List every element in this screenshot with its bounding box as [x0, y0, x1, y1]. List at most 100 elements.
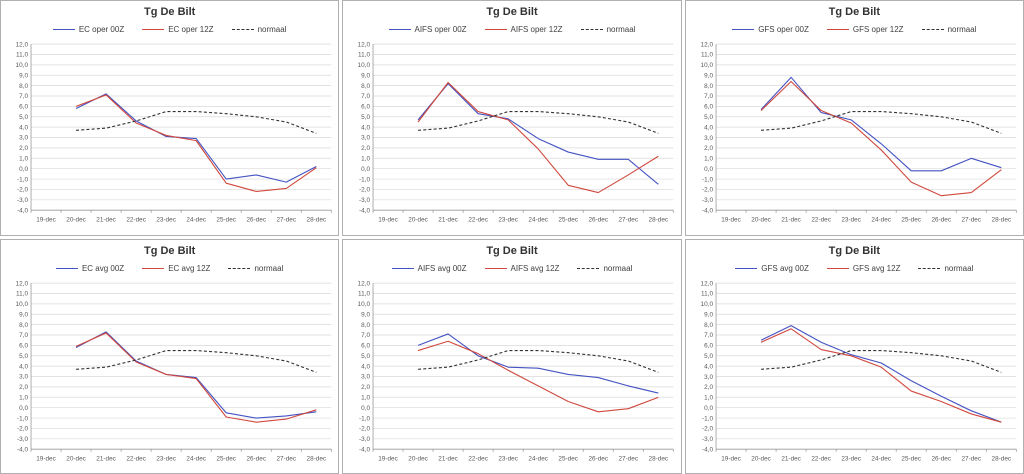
y-axis-tick-label: -1,0 — [17, 176, 28, 183]
legend-item: EC oper 00Z — [52, 25, 124, 34]
y-axis-tick-label: 12,0 — [16, 280, 29, 287]
y-axis-tick-label: 2,0 — [19, 145, 28, 152]
legend-label: normaal — [254, 263, 284, 273]
x-axis-tick-label: 28-dec — [649, 216, 669, 223]
y-axis-tick-label: -3,0 — [17, 197, 28, 204]
x-axis-tick-label: 23-dec — [156, 455, 176, 462]
y-axis-tick-label: 10,0 — [700, 62, 713, 69]
x-axis-tick-label: 27-dec — [276, 455, 296, 462]
y-axis-tick-label: 0,0 — [19, 166, 28, 173]
y-axis-tick-label: 9,0 — [704, 72, 713, 79]
y-axis-tick-label: 11,0 — [16, 290, 28, 297]
legend-item: AIFS avg 12Z — [484, 264, 559, 273]
x-axis-tick-label: 21-dec — [96, 455, 116, 462]
chart-plot: -4,0 -3,0 -2,0 -1,0 0,0 1,0 2,0 3,0 4,0 5,0 6,0 7,0… — [700, 280, 1017, 462]
legend-line-sample — [580, 29, 603, 30]
y-axis-tick-label: 11,0 — [701, 290, 713, 297]
y-axis-tick-label: -3,0 — [17, 436, 28, 443]
y-axis-tick-label: 4,0 — [361, 363, 370, 370]
x-axis-tick-label: 27-dec — [619, 455, 639, 462]
y-axis-tick-label: -1,0 — [702, 176, 713, 183]
legend-line-sample — [921, 29, 944, 30]
ec-avg-chart: Tg De Bilt EC avg 00Z EC avg 12Z normaal -… — [0, 238, 340, 474]
aifs-oper-chart: Tg De Bilt AIFS oper 00Z AIFS oper 12Z nor… — [342, 0, 682, 236]
x-axis-tick-label: 28-dec — [649, 455, 669, 462]
y-axis-tick-label: 3,0 — [19, 135, 28, 142]
legend-line-sample — [735, 267, 758, 269]
x-axis-tick-label: 19-dec — [36, 216, 56, 223]
legend-label: AIFS oper 12Z — [510, 25, 563, 34]
legend-label: EC oper 12Z — [168, 25, 214, 34]
chart-title: Tg De Bilt — [486, 6, 538, 18]
x-axis-tick-label: 20-dec — [409, 455, 429, 462]
legend-line-sample — [918, 267, 941, 269]
y-axis-tick-label: 6,0 — [361, 342, 370, 349]
legend-item: EC oper 12Z — [142, 25, 214, 34]
y-axis-tick-label: 2,0 — [361, 145, 370, 152]
y-axis-tick-label: -3,0 — [359, 436, 370, 443]
gfs-oper-chart: Tg De Bilt GFS oper 00Z GFS oper 12Z norma… — [684, 0, 1024, 236]
y-axis-tick-label: 3,0 — [704, 373, 713, 380]
x-axis-tick-label: 28-dec — [991, 455, 1011, 462]
y-axis-tick-label: -4,0 — [359, 207, 370, 214]
series-line-ec-oper-12z — [75, 94, 317, 193]
legend-line-sample — [55, 267, 78, 269]
y-axis-tick-label: -1,0 — [359, 176, 370, 183]
y-axis-tick-label: 8,0 — [704, 321, 713, 328]
y-axis-tick-label: 8,0 — [19, 83, 28, 90]
x-axis-tick-label: 27-dec — [961, 216, 981, 223]
y-axis-tick-label: -4,0 — [17, 207, 28, 214]
y-axis-tick-label: 5,0 — [361, 352, 370, 359]
chart-plot: -4,0 -3,0 -2,0 -1,0 0,0 1,0 2,0 3,0 4,0 5,0 6,0 7,0… — [700, 41, 1017, 223]
y-axis-tick-label: 4,0 — [704, 124, 713, 131]
x-axis-tick-label: 28-dec — [307, 216, 327, 223]
x-axis-tick-label: 20-dec — [751, 216, 771, 223]
legend-line-sample — [391, 267, 414, 269]
legend-label: GFS avg 12Z — [852, 263, 901, 273]
series-line-aifs-avg-00z — [418, 332, 659, 394]
y-axis-tick-label: 7,0 — [704, 93, 713, 100]
chart-legend: EC avg 00Z EC avg 12Z normaal — [1, 258, 338, 275]
x-axis-tick-label: 28-dec — [307, 455, 327, 462]
series-line-normaal — [76, 110, 317, 134]
y-axis-tick-label: 7,0 — [704, 332, 713, 339]
legend-line-sample — [732, 29, 755, 30]
y-axis-tick-label: 7,0 — [19, 93, 28, 100]
x-axis-tick-label: 25-dec — [559, 216, 579, 223]
y-axis-tick-label: 9,0 — [704, 311, 713, 318]
y-axis-tick-label: 7,0 — [361, 332, 370, 339]
x-axis-tick-label: 23-dec — [499, 216, 519, 223]
y-axis-tick-label: 4,0 — [19, 124, 28, 131]
legend-label: EC avg 00Z — [81, 263, 125, 273]
y-axis-tick-label: 10,0 — [358, 301, 371, 308]
x-axis-tick-label: 22-dec — [126, 216, 146, 223]
y-axis-tick-label: 4,0 — [19, 363, 28, 370]
legend-line-sample — [228, 267, 251, 269]
y-axis-tick-label: -3,0 — [702, 197, 713, 204]
x-axis-tick-label: 28-dec — [991, 216, 1011, 223]
y-axis-tick-label: 1,0 — [361, 394, 370, 401]
legend-line-sample — [142, 267, 165, 269]
y-axis-tick-label: 6,0 — [704, 104, 713, 111]
series-line-normaal — [76, 349, 317, 373]
x-axis-tick-label: 24-dec — [871, 455, 891, 462]
chart-plot: -4,0 -3,0 -2,0 -1,0 0,0 1,0 2,0 3,0 4,0 5,0 6,0 7,0… — [358, 41, 675, 223]
x-axis-tick-label: 23-dec — [841, 216, 861, 223]
legend-item: normaal — [228, 264, 283, 273]
y-axis-tick-label: 0,0 — [704, 404, 713, 411]
series-line-normaal — [760, 349, 1002, 373]
legend-item: normaal — [577, 264, 632, 273]
series-line-ec-oper-00z — [75, 93, 317, 183]
x-axis-tick-label: 27-dec — [961, 455, 981, 462]
legend-item: normaal — [921, 25, 976, 34]
y-axis-tick-label: 5,0 — [19, 114, 28, 121]
x-axis-tick-label: 19-dec — [721, 455, 741, 462]
series-line-gfs-oper-00z — [760, 76, 1002, 172]
y-axis-tick-label: 0,0 — [361, 404, 370, 411]
y-axis-tick-label: 2,0 — [361, 384, 370, 391]
y-axis-tick-label: 11,0 — [16, 52, 28, 59]
y-axis-tick-label: 0,0 — [19, 404, 28, 411]
y-axis-tick-label: 6,0 — [361, 104, 370, 111]
legend-line-sample — [388, 29, 411, 30]
y-axis-tick-label: 2,0 — [704, 384, 713, 391]
